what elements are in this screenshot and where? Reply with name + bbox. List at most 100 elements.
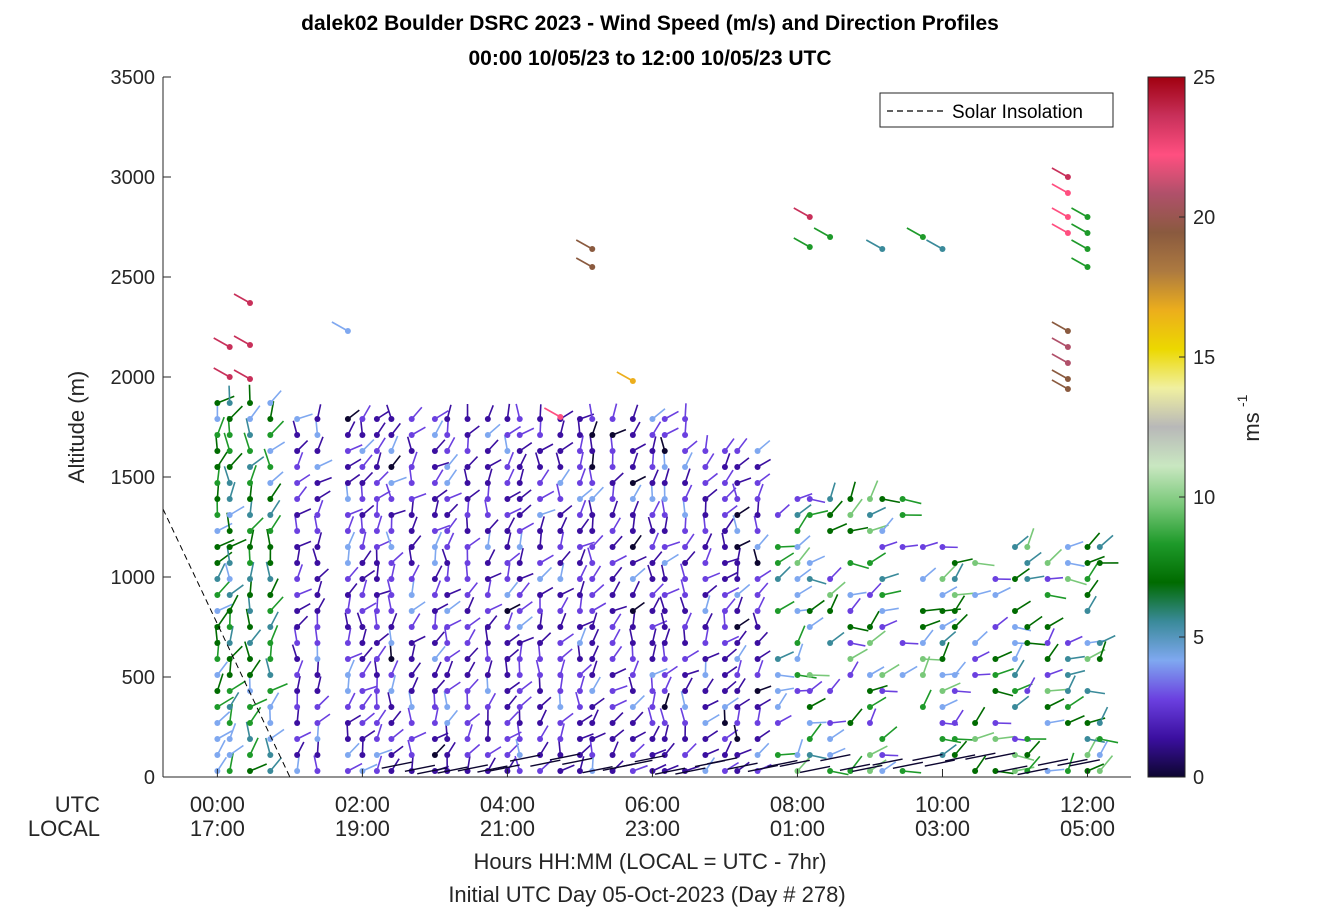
wind-barb-shaft (942, 608, 961, 612)
wind-barb-shaft (249, 706, 262, 724)
wind-barb-point (629, 624, 636, 630)
wind-barb-point (774, 512, 781, 518)
wind-barb-point (1064, 344, 1071, 350)
wind-barb-shaft (872, 758, 903, 766)
wind-barb-point (484, 752, 491, 758)
wind-barb-shaft (869, 610, 880, 628)
wind-barb-point (661, 608, 668, 614)
wind-barb-point (226, 480, 233, 486)
legend-box (879, 92, 1114, 128)
wind-barb-point (794, 512, 801, 518)
wind-barb-point (1084, 656, 1091, 662)
wind-barb-point (557, 560, 564, 566)
wind-barb-point (847, 528, 854, 534)
wind-barb-point (484, 512, 491, 518)
wind-barb-point (721, 688, 728, 694)
wind-barb-point (827, 234, 834, 240)
wind-barb-point (847, 672, 854, 678)
wind-barb-point (444, 528, 451, 534)
wind-barb-point (1044, 688, 1051, 694)
wind-barb-point (484, 640, 491, 646)
wind-barb-point (247, 400, 254, 406)
wind-barb-point (682, 512, 689, 518)
wind-barb-point (721, 512, 728, 518)
wind-barb-point (1064, 560, 1071, 566)
wind-barb-point (1044, 656, 1051, 662)
wind-barb-point (516, 608, 523, 614)
wind-barb-point (682, 608, 689, 614)
wind-barb-point (388, 640, 395, 646)
wind-barb-point (267, 736, 274, 742)
wind-barb-point (774, 544, 781, 550)
wind-barb-shaft (829, 594, 839, 612)
wind-barb-point (649, 528, 656, 534)
wind-barb-shaft (975, 562, 995, 567)
wind-barb-point (609, 416, 616, 422)
x-tick-label-utc: 10:00 (915, 792, 970, 817)
wind-barb-point (267, 720, 274, 726)
wind-barb-point (344, 592, 351, 598)
wind-barb-point (806, 736, 813, 742)
wind-barb-point (408, 752, 415, 758)
wind-barb-point (373, 432, 380, 438)
wind-barb-point (589, 528, 596, 534)
wind-barb-shaft (926, 239, 943, 250)
wind-barb-point (408, 560, 415, 566)
wind-barb-point (794, 656, 801, 662)
wind-barb-point (734, 544, 741, 550)
wind-barb-point (484, 544, 491, 550)
wind-barb-point (388, 416, 395, 422)
wind-barb-point (629, 544, 636, 550)
wind-barb-point (537, 608, 544, 614)
y-tick-label: 0 (144, 767, 155, 789)
wind-barb-shaft (869, 696, 887, 708)
wind-barb-point (388, 624, 395, 630)
wind-barb-point (504, 736, 511, 742)
wind-barb-point (557, 608, 564, 614)
wind-barb-point (504, 640, 511, 646)
wind-barb-point (1084, 752, 1091, 758)
wind-barb-shaft (216, 551, 233, 564)
colorbar-tick-label: 10 (1193, 487, 1215, 509)
colorbar-tick-label: 20 (1193, 207, 1215, 229)
wind-barb-shaft (1014, 600, 1031, 612)
wind-barb-point (359, 704, 366, 710)
wind-barb-point (226, 344, 233, 350)
wind-barb-point (734, 768, 741, 774)
wind-barb-point (682, 560, 689, 566)
wind-barb-point (879, 608, 886, 614)
wind-barb-point (827, 592, 834, 598)
wind-barb-point (294, 624, 301, 630)
wind-barb-point (408, 624, 415, 630)
wind-barb-point (214, 704, 221, 710)
wind-barb-point (879, 624, 886, 630)
wind-barb-point (866, 768, 873, 774)
wind-barb-point (589, 512, 596, 518)
wind-barb-shaft (530, 759, 561, 767)
wind-barb-point (504, 432, 511, 438)
wind-barb-point (247, 720, 254, 726)
wind-barb-shaft (263, 448, 272, 468)
wind-barb-point (504, 464, 511, 470)
wind-barb-point (721, 752, 728, 758)
wind-barb-shaft (233, 369, 251, 380)
wind-barb-shaft (1051, 183, 1069, 194)
wind-barb-point (408, 512, 415, 518)
wind-barb-point (827, 640, 834, 646)
wind-barb-point (1064, 672, 1071, 678)
wind-barb-point (247, 768, 254, 774)
wind-barb-point (734, 640, 741, 646)
wind-barb-point (516, 464, 523, 470)
wind-barb-point (734, 720, 741, 726)
wind-barb-point (1064, 704, 1071, 710)
wind-barb-point (721, 608, 728, 614)
wind-barb-point (226, 624, 233, 630)
wind-barb-point (516, 480, 523, 486)
wind-barb-shaft (249, 517, 264, 532)
wind-barb-point (537, 720, 544, 726)
wind-barb-shaft (269, 578, 279, 596)
wind-barb-point (431, 608, 438, 614)
wind-barb-point (314, 496, 321, 502)
wind-barb-point (879, 736, 886, 742)
